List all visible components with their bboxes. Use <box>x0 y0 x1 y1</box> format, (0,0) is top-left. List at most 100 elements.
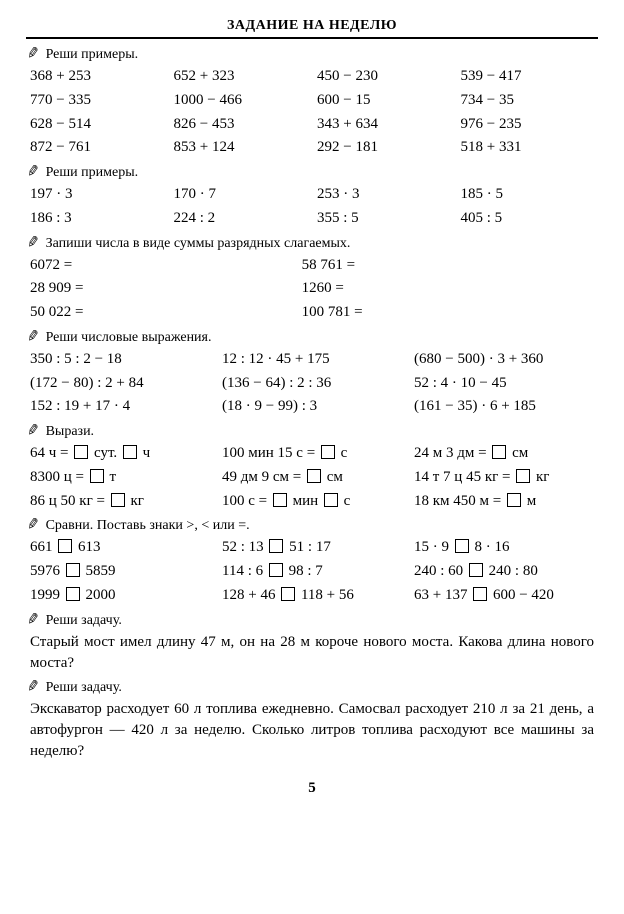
answer-box <box>123 445 137 459</box>
expression-cell: 64 ч = сут. ч <box>30 443 214 465</box>
answer-box <box>111 493 125 507</box>
expression-cell: 450 − 230 <box>317 66 455 88</box>
task-title: Сравни. Поставь знаки >, < или =. <box>46 518 250 534</box>
expression-cell: 343 + 634 <box>317 114 455 136</box>
answer-box <box>492 445 506 459</box>
task-4-grid: 350 : 5 : 2 − 18 12 : 12 · 45 + 175 (680 −… <box>30 349 598 418</box>
expression-cell: 6072 = <box>30 255 262 277</box>
page-title: ЗАДАНИЕ НА НЕДЕЛЮ <box>26 18 598 34</box>
task-title: Реши числовые выражения. <box>46 330 212 346</box>
expression-cell: 197 · 3 <box>30 184 168 206</box>
pencil-icon: ✎ <box>26 329 41 346</box>
expression-cell: 853 + 124 <box>174 137 312 159</box>
answer-box <box>90 469 104 483</box>
expression-cell: 49 дм 9 см = см <box>222 467 406 489</box>
expression-cell: 128 + 46 118 + 56 <box>222 585 406 607</box>
answer-box <box>66 587 80 601</box>
expression-cell: 100 с = мин с <box>222 491 406 513</box>
pencil-icon: ✎ <box>26 423 41 440</box>
answer-box <box>324 493 338 507</box>
expression-cell: 186 : 3 <box>30 208 168 230</box>
task-title: Реши задачу. <box>46 613 122 629</box>
task-6-grid: 661 613 52 : 13 51 : 17 15 · 9 8 · 16 5976 … <box>30 537 598 606</box>
expression-cell: 50 022 = <box>30 302 262 324</box>
task-title: Реши задачу. <box>46 680 122 696</box>
expression-cell: 405 : 5 <box>461 208 599 230</box>
pencil-icon: ✎ <box>26 612 41 629</box>
expression-cell: 872 − 761 <box>30 137 168 159</box>
answer-box <box>516 469 530 483</box>
expression-cell: (172 − 80) : 2 + 84 <box>30 373 214 395</box>
expression-cell: 170 · 7 <box>174 184 312 206</box>
answer-box <box>321 445 335 459</box>
divider <box>26 37 598 39</box>
expression-cell: 539 − 417 <box>461 66 599 88</box>
expression-cell: 100 781 = <box>302 302 534 324</box>
answer-box <box>273 493 287 507</box>
expression-cell: 24 м 3 дм = см <box>414 443 598 465</box>
expression-cell: 8300 ц = т <box>30 467 214 489</box>
expression-cell: 63 + 137 600 − 420 <box>414 585 598 607</box>
task-7: ✎ Реши задачу. Старый мост имел длину 47… <box>26 613 598 674</box>
expression-cell: 224 : 2 <box>174 208 312 230</box>
expression-cell: 253 · 3 <box>317 184 455 206</box>
expression-cell: 976 − 235 <box>461 114 599 136</box>
expression-cell: 1260 = <box>302 278 534 300</box>
expression-cell: 86 ц 50 кг = кг <box>30 491 214 513</box>
task-6: ✎ Сравни. Поставь знаки >, < или =. 661 … <box>26 518 598 606</box>
answer-box <box>269 539 283 553</box>
pencil-icon: ✎ <box>26 235 41 252</box>
answer-box <box>307 469 321 483</box>
answer-box <box>66 563 80 577</box>
task-title: Запиши числа в виде суммы разрядных слаг… <box>46 236 351 252</box>
expression-cell: 28 909 = <box>30 278 262 300</box>
expression-cell: 1000 − 466 <box>174 90 312 112</box>
pencil-icon: ✎ <box>26 517 41 534</box>
pencil-icon: ✎ <box>26 164 41 181</box>
word-problem: Старый мост имел длину 47 м, он на 28 м … <box>30 632 594 674</box>
expression-cell: 58 761 = <box>302 255 534 277</box>
expression-cell: 52 : 13 51 : 17 <box>222 537 406 559</box>
expression-cell: 350 : 5 : 2 − 18 <box>30 349 214 371</box>
task-title: Реши примеры. <box>46 165 139 181</box>
expression-cell: 628 − 514 <box>30 114 168 136</box>
answer-box <box>58 539 72 553</box>
task-3: ✎ Запиши числа в виде суммы разрядных сл… <box>26 236 598 324</box>
expression-cell: 826 − 453 <box>174 114 312 136</box>
task-1-grid: 368 + 253 652 + 323450 − 230 539 − 417 770 … <box>30 66 598 159</box>
expression-cell: 600 − 15 <box>317 90 455 112</box>
answer-box <box>469 563 483 577</box>
answer-box <box>281 587 295 601</box>
expression-cell: 12 : 12 · 45 + 175 <box>222 349 406 371</box>
expression-cell: 240 : 60 240 : 80 <box>414 561 598 583</box>
task-2: ✎ Реши примеры. 197 · 3 170 · 7253 · 3 185… <box>26 165 598 230</box>
expression-cell: 518 + 331 <box>461 137 599 159</box>
task-2-grid: 197 · 3 170 · 7253 · 3 185 · 5 186 : 3 224 :… <box>30 184 598 230</box>
task-8: ✎ Реши задачу. Экскаватор расходует 60 л… <box>26 680 598 762</box>
expression-cell: (161 − 35) · 6 + 185 <box>414 396 598 418</box>
answer-box <box>74 445 88 459</box>
expression-cell: 368 + 253 <box>30 66 168 88</box>
expression-cell: 652 + 323 <box>174 66 312 88</box>
expression-cell: 18 км 450 м = м <box>414 491 598 513</box>
expression-cell: 185 · 5 <box>461 184 599 206</box>
expression-cell: 355 : 5 <box>317 208 455 230</box>
task-5-grid: 64 ч = сут. ч100 мин 15 с = с24 м 3 дм =… <box>30 443 598 512</box>
expression-cell: 770 − 335 <box>30 90 168 112</box>
answer-box <box>455 539 469 553</box>
task-4: ✎ Реши числовые выражения. 350 : 5 : 2 −… <box>26 330 598 418</box>
expression-cell: 1999 2000 <box>30 585 214 607</box>
expression-cell: 734 − 35 <box>461 90 599 112</box>
expression-cell: 5976 5859 <box>30 561 214 583</box>
page-number: 5 <box>26 780 598 797</box>
pencil-icon: ✎ <box>26 46 41 63</box>
task-3-grid: 6072 = 58 761 = 28 909 = 1260 = 50 022 = 100 … <box>30 255 533 324</box>
task-5: ✎ Вырази. 64 ч = сут. ч100 мин 15 с = с2… <box>26 424 598 512</box>
expression-cell: 292 − 181 <box>317 137 455 159</box>
answer-box <box>507 493 521 507</box>
expression-cell: 15 · 9 8 · 16 <box>414 537 598 559</box>
task-title: Реши примеры. <box>46 47 139 63</box>
expression-cell: (680 − 500) · 3 + 360 <box>414 349 598 371</box>
expression-cell: 52 : 4 · 10 − 45 <box>414 373 598 395</box>
expression-cell: 661 613 <box>30 537 214 559</box>
